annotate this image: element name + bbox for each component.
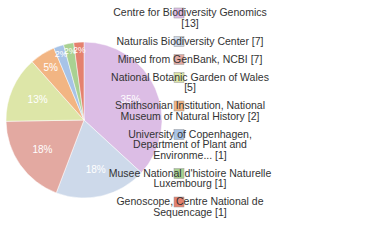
svg-text:Musee National d'histoire Natu: Musee National d'histoire NaturelleLuxem… xyxy=(109,167,272,190)
svg-text:5%: 5% xyxy=(44,62,59,73)
svg-text:2%: 2% xyxy=(55,48,68,59)
svg-text:13%: 13% xyxy=(28,94,48,105)
svg-text:2%: 2% xyxy=(64,46,77,57)
svg-text:Naturalis Biodiversity Center: Naturalis Biodiversity Center [7] xyxy=(116,35,263,47)
svg-text:Mined from GenBank, NCBI [7]: Mined from GenBank, NCBI [7] xyxy=(118,53,263,65)
svg-text:18%: 18% xyxy=(32,144,52,155)
svg-text:University of Copenhagen,Depar: University of Copenhagen,Department of P… xyxy=(128,128,252,161)
svg-text:National Botanic Garden of Wal: National Botanic Garden of Wales[5] xyxy=(111,71,269,94)
svg-text:18%: 18% xyxy=(86,164,106,175)
svg-text:Centre for Biodiversity Genomi: Centre for Biodiversity Genomics[13] xyxy=(113,6,266,29)
svg-text:2%: 2% xyxy=(73,45,86,55)
svg-text:Smithsonian Institution, Natio: Smithsonian Institution, NationalMuseum … xyxy=(115,99,265,122)
svg-text:Genoscope, Centre National deS: Genoscope, Centre National deSequencage … xyxy=(116,195,263,218)
